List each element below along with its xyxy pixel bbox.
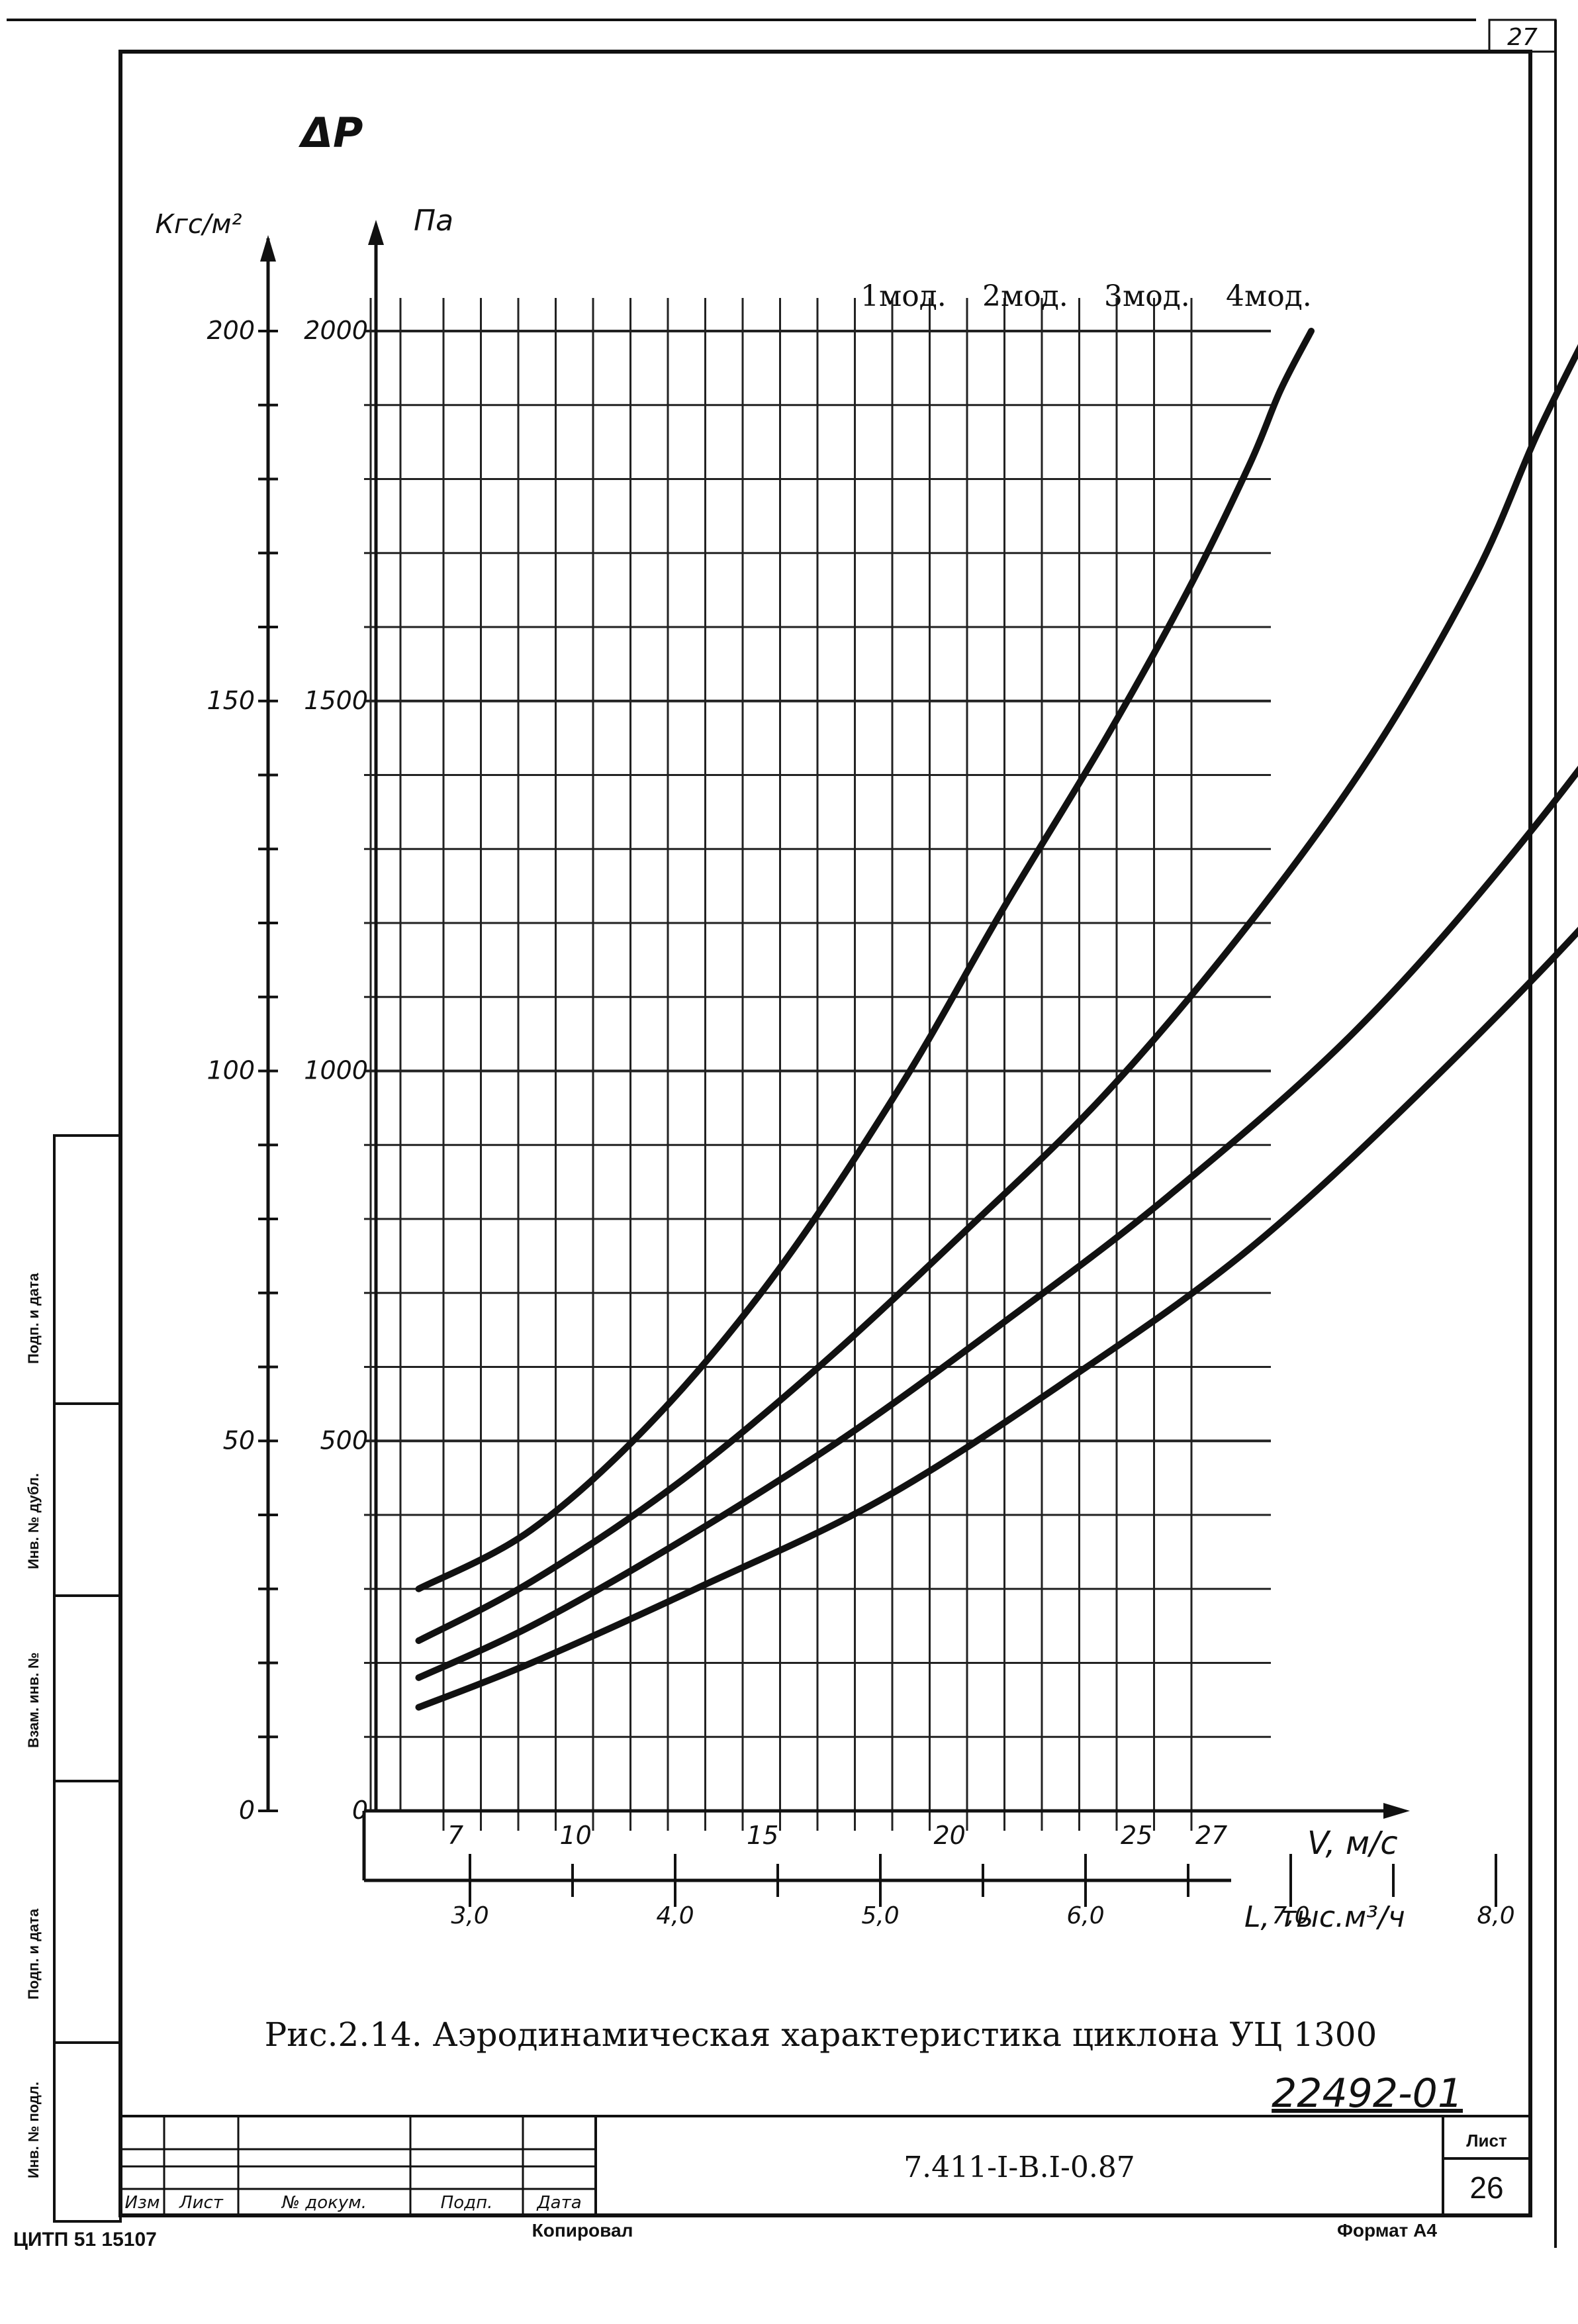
right-axis-unit: Па [414, 204, 453, 238]
velocity-tick-label: 25 [1121, 1821, 1152, 1850]
velocity-tick-label: 20 [934, 1821, 966, 1850]
pa-tick-label: 1500 [304, 686, 368, 715]
kgs-axis-arrow [260, 235, 276, 262]
flow-tick-label: 8,0 [1477, 1902, 1514, 1929]
flow-axis-label: L, тыс.м³/ч [1244, 1900, 1405, 1934]
series-label-3: 3мод. [1104, 279, 1190, 313]
chart-labels: 0 500 1000 1500 2000 0 50 100 150 200 7 10 15 20 25 27 3… [207, 279, 1514, 1929]
series-label-2: 2мод. [982, 279, 1068, 313]
kgs-tick-label: 200 [207, 316, 255, 345]
pa-tick-label: 0 [352, 1796, 368, 1825]
side-stamp-label: Подп. и дата [25, 1273, 42, 1364]
series-line-2 [415, 344, 1578, 1644]
velocity-tick-label: 7 [447, 1821, 463, 1850]
side-stamp-label: Инв. № подл. [25, 2082, 42, 2178]
series-line-3 [415, 765, 1578, 1681]
flow-tick-label: 3,0 [451, 1902, 488, 1929]
velocity-tick-label: 10 [560, 1821, 592, 1850]
figure-caption: Рис.2.14. Аэродинамическая характеристик… [265, 2015, 1377, 2054]
velocity-tick-label: 27 [1195, 1821, 1227, 1850]
title-block-header: Подп. [441, 2193, 493, 2213]
flow-tick-label: 6,0 [1066, 1902, 1104, 1929]
title-block: Изм Лист № докум. Подп. Дата 7.411-I-B.I… [119, 2115, 1532, 2217]
pa-tick-label: 1000 [304, 1056, 368, 1085]
footer-left: ЦИТП 51 15107 [13, 2229, 157, 2251]
side-stamp-frame [53, 1134, 122, 2223]
flow-tick-label: 4,0 [656, 1902, 694, 1929]
kgs-tick-label: 150 [207, 686, 255, 715]
pa-tick-label: 2000 [304, 316, 368, 345]
left-axis-unit: Кгс/м² [155, 209, 242, 240]
side-stamp-label: Взам. инв. № [25, 1653, 42, 1748]
side-stamp: Инв. № подл. Подп. и дата Взам. инв. № И… [25, 1134, 122, 2223]
series-line-4 [415, 926, 1578, 1711]
page-corner-number: 27 [1507, 24, 1538, 51]
handwritten-number: 22492-01 [1272, 2070, 1463, 2117]
kgs-tick-label: 50 [223, 1426, 255, 1455]
chart-axes [258, 220, 1497, 1907]
series-line-1 [415, 328, 1315, 1592]
side-stamp-label: Инв. № дубл. [25, 1473, 42, 1569]
pa-tick-label: 500 [320, 1426, 368, 1455]
series-label-1: 1мод. [860, 279, 947, 313]
kgs-tick-label: 100 [207, 1056, 255, 1085]
page-corner-box [1488, 19, 1557, 53]
sheet-label: Лист [1466, 2131, 1507, 2151]
series-label-4: 4мод. [1226, 279, 1312, 313]
footer-right: Формат А4 [1337, 2220, 1437, 2241]
chart-title-delta-p: ΔP [298, 109, 363, 157]
flow-tick-label: 5,0 [861, 1902, 899, 1929]
title-block-header: Лист [179, 2193, 224, 2213]
velocity-axis-label: V, м/с [1307, 1825, 1398, 1862]
flow-tick-label: 7,0 [1272, 1902, 1309, 1929]
document-number: 7.411-I-B.I-0.87 [904, 2151, 1135, 2184]
side-stamp-label: Подп. и дата [25, 1908, 42, 2000]
chart-series [415, 328, 1578, 1711]
velocity-tick-label: 15 [747, 1821, 778, 1850]
kgs-tick-label: 0 [239, 1796, 255, 1825]
title-block-header: № докум. [281, 2193, 367, 2213]
footer-center: Копировал [532, 2220, 633, 2241]
pa-axis-arrow [368, 220, 384, 245]
velocity-axis-arrow [1383, 1803, 1410, 1819]
sheet-number: 26 [1469, 2170, 1503, 2205]
title-block-header: Изм [125, 2193, 160, 2213]
title-block-header: Дата [536, 2193, 581, 2213]
drawing-frame [118, 50, 1532, 2217]
aerodynamic-chart: 0 500 1000 1500 2000 0 50 100 150 200 7 10 15 20 25 27 3… [155, 109, 1578, 1934]
